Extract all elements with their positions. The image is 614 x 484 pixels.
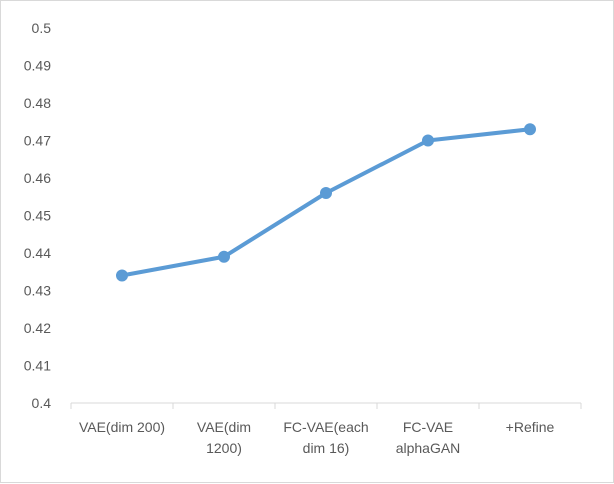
x-category-label: VAE(dim 200) <box>79 419 165 435</box>
x-category-label: FC-VAE alphaGAN <box>396 419 461 456</box>
x-axis-labels: VAE(dim 200) VAE(dim 1200) FC-VAE(each dim 1… <box>79 419 555 456</box>
x-category-label-line: dim 16) <box>303 440 350 456</box>
x-category-label-line: FC-VAE(each <box>283 419 368 435</box>
data-point <box>320 187 332 199</box>
x-category-label: +Refine <box>506 419 555 435</box>
y-tick-label: 0.44 <box>24 245 51 261</box>
y-tick-label: 0.5 <box>32 20 52 36</box>
x-category-label-line: FC-VAE <box>403 419 453 435</box>
x-category-label-line: alphaGAN <box>396 440 461 456</box>
y-tick-label: 0.48 <box>24 95 51 111</box>
y-tick-label: 0.43 <box>24 283 51 299</box>
x-category-label: FC-VAE(each dim 16) <box>283 419 368 456</box>
data-point <box>116 269 128 282</box>
data-point <box>524 123 536 136</box>
y-tick-label: 0.47 <box>24 133 51 149</box>
x-axis-ticks <box>70 403 582 409</box>
y-tick-label: 0.41 <box>24 358 51 374</box>
x-category-label-line: +Refine <box>506 419 555 435</box>
x-category-label-line: 1200) <box>206 440 242 456</box>
y-tick-label: 0.45 <box>24 208 51 224</box>
y-tick-label: 0.42 <box>24 320 51 336</box>
x-category-label-line: VAE(dim 200) <box>79 419 165 435</box>
data-point <box>218 250 230 263</box>
series-line <box>120 127 532 278</box>
y-tick-label: 0.49 <box>24 58 51 74</box>
y-tick-label: 0.4 <box>32 395 52 411</box>
x-category-label: VAE(dim 1200) <box>197 419 251 456</box>
y-tick-label: 0.46 <box>24 170 51 186</box>
y-axis-ticks: 0.4 0.41 0.42 0.43 0.44 0.45 0.46 0.47 0.48 0.49 0… <box>24 20 51 411</box>
series-group <box>116 123 536 282</box>
x-category-label-line: VAE(dim <box>197 419 251 435</box>
data-point <box>422 134 434 147</box>
